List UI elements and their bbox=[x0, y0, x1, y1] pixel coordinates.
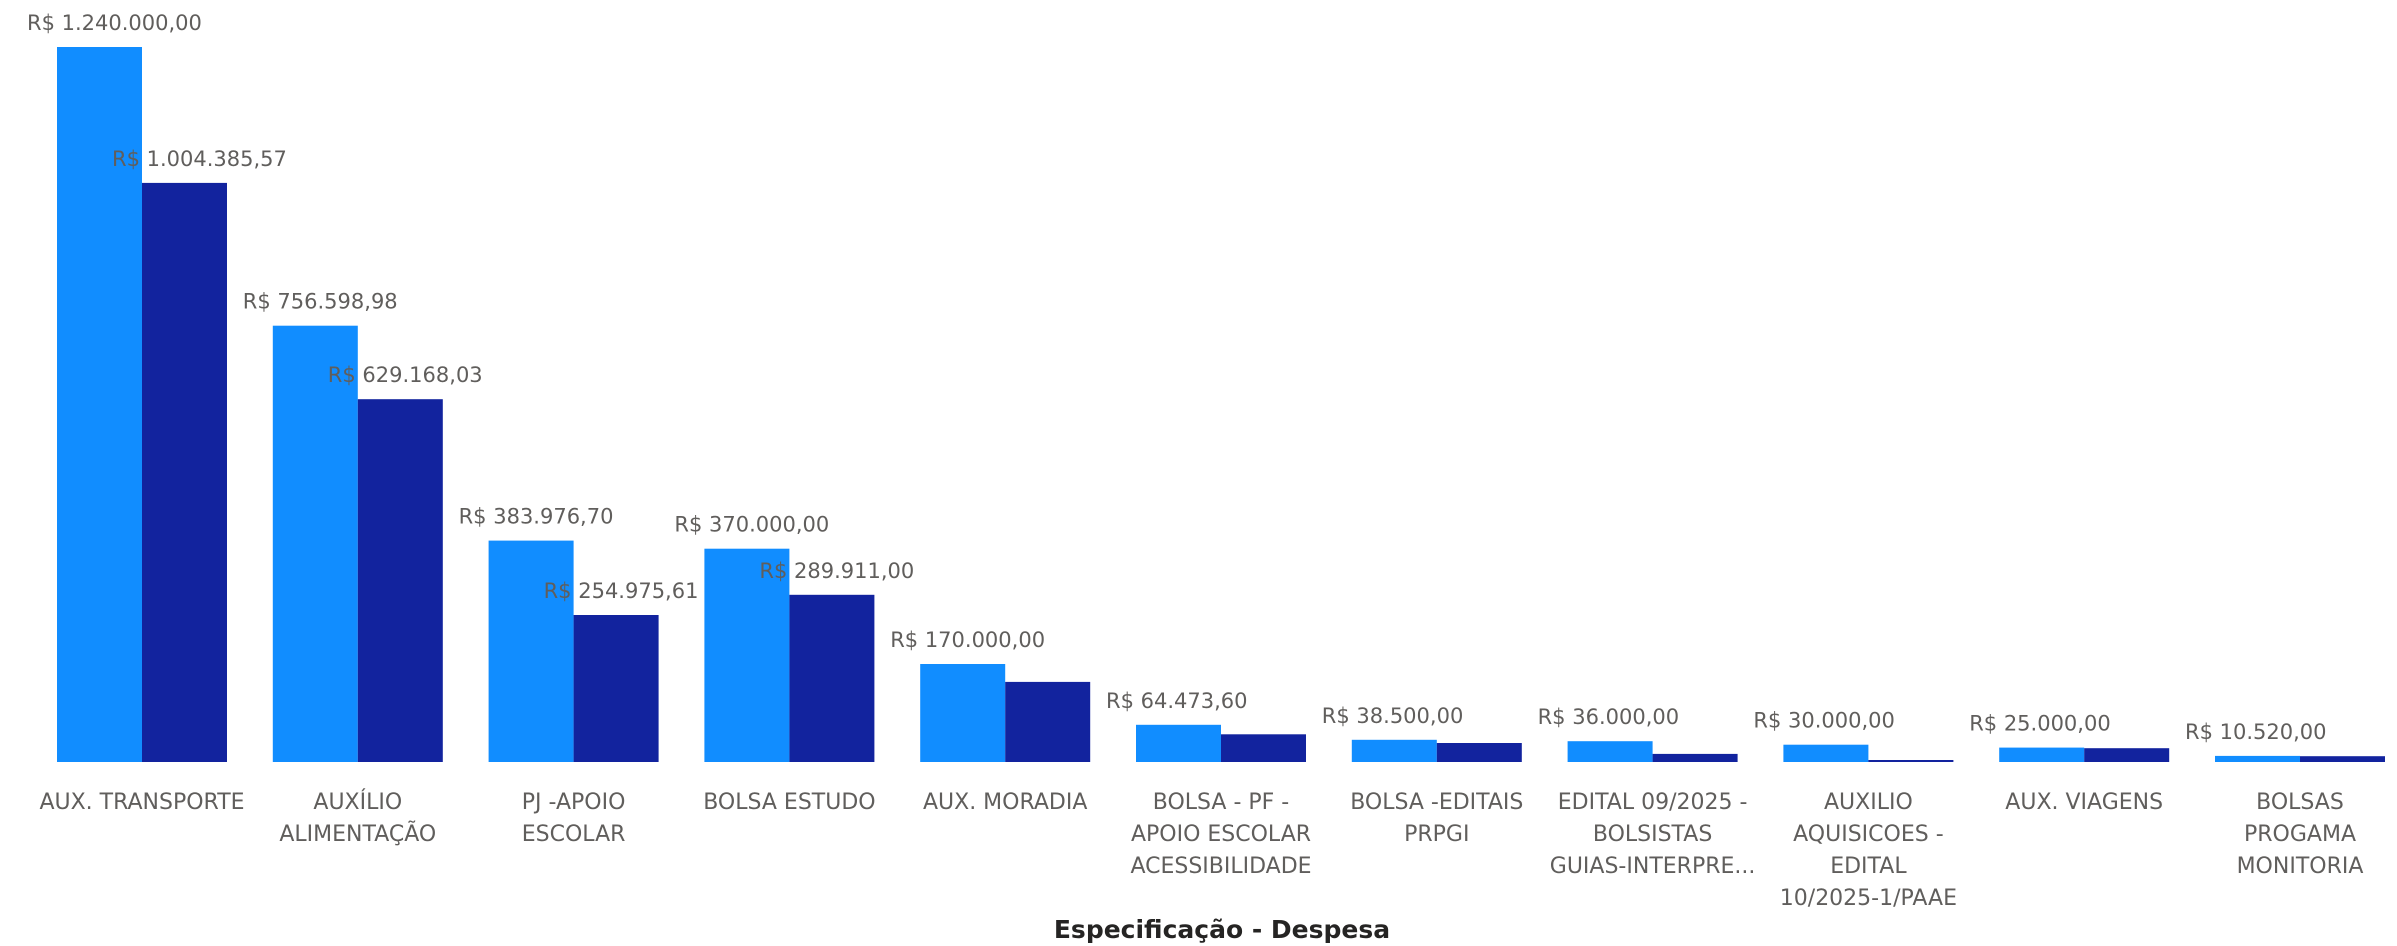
bar-series1-10[interactable] bbox=[2215, 755, 2300, 762]
data-label-series1-4: R$ 170.000,00 bbox=[890, 628, 1045, 652]
x-tick-line: AUX. TRANSPORTE bbox=[39, 790, 244, 815]
x-tick-line: AUXÍLIO bbox=[313, 789, 402, 815]
x-tick-line: PROGAMA bbox=[2244, 822, 2356, 847]
bar-series1-6[interactable] bbox=[1351, 739, 1437, 762]
bar-series2-4[interactable] bbox=[1005, 681, 1091, 762]
x-tick-line: AUXILIO bbox=[1824, 790, 1913, 815]
x-tick-label-7: EDITAL 09/2025 - BOLSISTAS GUIAS-INTERPRE.… bbox=[1550, 790, 1756, 879]
x-tick-label-6: BOLSA -EDITAIS PRPGI bbox=[1350, 790, 1523, 847]
x-tick-label-3: BOLSA ESTUDO bbox=[703, 790, 875, 815]
data-label-series1-8: R$ 30.000,00 bbox=[1753, 709, 1895, 733]
x-tick-line: BOLSAS bbox=[2256, 790, 2344, 815]
bar-series1-7[interactable] bbox=[1567, 741, 1653, 762]
bar-series2-9[interactable] bbox=[2084, 748, 2170, 762]
x-tick-line: PJ -APOIO bbox=[522, 790, 626, 815]
data-label-series2-0: R$ 1.004.385,57 bbox=[112, 147, 287, 171]
bar-series2-7[interactable] bbox=[1652, 753, 1738, 762]
data-label-series1-3: R$ 370.000,00 bbox=[674, 513, 829, 537]
data-label-series2-1: R$ 629.168,03 bbox=[328, 363, 483, 387]
bar-series1-8[interactable] bbox=[1783, 744, 1869, 762]
x-tick-line: AUX. MORADIA bbox=[923, 790, 1087, 815]
x-tick-line: BOLSA ESTUDO bbox=[703, 790, 875, 815]
x-tick-line: MONITORIA bbox=[2237, 854, 2364, 879]
x-tick-line: ALIMENTAÇÃO bbox=[279, 820, 436, 847]
x-axis-ticks: AUX. TRANSPORTE AUXÍLIO ALIMENTAÇÃO PJ -APO… bbox=[39, 789, 2363, 911]
data-labels-group: R$ 1.240.000,00 R$ 1.004.385,57 R$ 756.598… bbox=[27, 11, 2327, 744]
bar-series1-2[interactable] bbox=[488, 540, 574, 762]
x-tick-line: AQUISICOES - bbox=[1793, 822, 1944, 847]
data-label-series1-5: R$ 64.473,60 bbox=[1106, 689, 1248, 713]
x-tick-label-9: AUX. VIAGENS bbox=[2005, 790, 2163, 815]
data-label-series1-7: R$ 36.000,00 bbox=[1538, 705, 1680, 729]
bar-series2-1[interactable] bbox=[357, 399, 443, 762]
x-tick-line: EDITAL bbox=[1830, 854, 1907, 879]
x-axis-title: Especificação - Despesa bbox=[1054, 915, 1390, 944]
x-tick-line: AUX. VIAGENS bbox=[2005, 790, 2163, 815]
data-label-series1-9: R$ 25.000,00 bbox=[1969, 712, 2111, 736]
bar-series2-8[interactable] bbox=[1868, 760, 1954, 762]
data-label-series1-10: R$ 10.520,00 bbox=[2185, 720, 2327, 744]
bars-group bbox=[57, 47, 2385, 762]
x-tick-line: BOLSA - PF - bbox=[1153, 790, 1289, 815]
data-label-series1-1: R$ 756.598,98 bbox=[243, 290, 398, 314]
x-tick-line: EDITAL 09/2025 - bbox=[1558, 790, 1748, 815]
bar-series2-2[interactable] bbox=[573, 615, 659, 762]
x-tick-line: GUIAS-INTERPRE... bbox=[1550, 854, 1756, 879]
bar-series1-0[interactable] bbox=[57, 47, 142, 762]
x-tick-label-0: AUX. TRANSPORTE bbox=[39, 790, 244, 815]
x-tick-line: ESCOLAR bbox=[522, 822, 626, 847]
bar-series1-1[interactable] bbox=[272, 325, 358, 762]
bar-series2-5[interactable] bbox=[1221, 734, 1306, 762]
bar-series2-10[interactable] bbox=[2300, 756, 2385, 762]
x-tick-line: ACESSIBILIDADE bbox=[1130, 854, 1311, 879]
x-tick-label-5: BOLSA - PF - APOIO ESCOLAR ACESSIBILIDADE bbox=[1130, 790, 1311, 879]
data-label-series1-2: R$ 383.976,70 bbox=[459, 505, 614, 529]
bar-series1-5[interactable] bbox=[1136, 724, 1221, 762]
data-label-series2-3: R$ 289.911,00 bbox=[759, 559, 914, 583]
data-label-series1-6: R$ 38.500,00 bbox=[1322, 704, 1464, 728]
x-tick-label-10: BOLSAS PROGAMA MONITORIA bbox=[2237, 790, 2364, 879]
x-tick-label-1: AUXÍLIO ALIMENTAÇÃO bbox=[279, 789, 436, 847]
x-tick-line: BOLSISTAS bbox=[1593, 822, 1712, 847]
x-tick-label-8: AUXILIO AQUISICOES - EDITAL 10/2025-1/PAAE bbox=[1780, 790, 1957, 911]
x-tick-line: APOIO ESCOLAR bbox=[1131, 822, 1311, 847]
bar-series1-3[interactable] bbox=[704, 548, 790, 762]
x-tick-label-4: AUX. MORADIA bbox=[923, 790, 1087, 815]
bar-series1-9[interactable] bbox=[1999, 747, 2085, 762]
x-tick-label-2: PJ -APOIO ESCOLAR bbox=[522, 790, 626, 847]
x-tick-line: BOLSA -EDITAIS bbox=[1350, 790, 1523, 815]
bar-series1-4[interactable] bbox=[920, 664, 1006, 762]
bar-series2-6[interactable] bbox=[1436, 743, 1522, 762]
data-label-series2-2: R$ 254.975,61 bbox=[544, 579, 699, 603]
x-tick-line: 10/2025-1/PAAE bbox=[1780, 886, 1957, 911]
bar-series2-0[interactable] bbox=[142, 182, 227, 762]
data-label-series1-0: R$ 1.240.000,00 bbox=[27, 11, 202, 35]
x-tick-line: PRPGI bbox=[1404, 822, 1469, 847]
bar-series2-3[interactable] bbox=[789, 594, 875, 762]
